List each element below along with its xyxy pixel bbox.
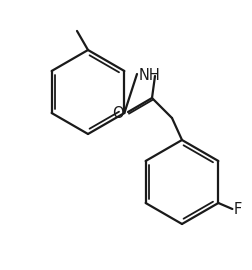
Text: F: F xyxy=(233,202,242,218)
Text: NH: NH xyxy=(139,68,161,83)
Text: O: O xyxy=(112,106,124,120)
